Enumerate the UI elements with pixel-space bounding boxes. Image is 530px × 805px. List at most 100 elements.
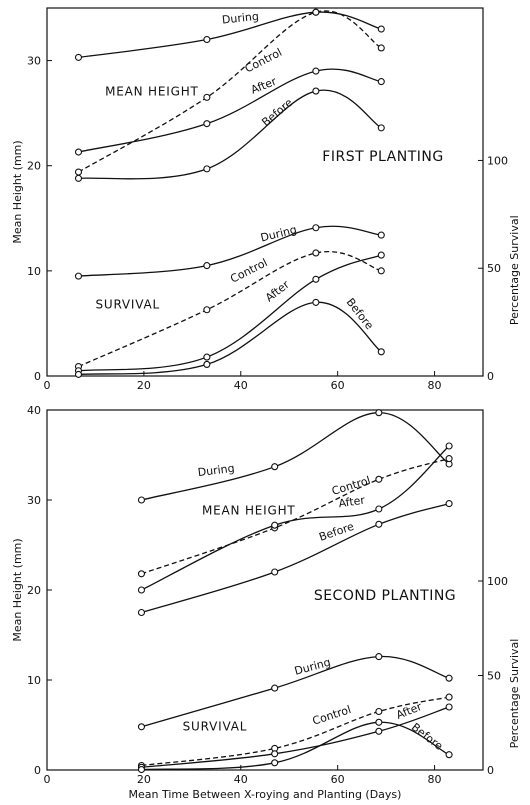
right-tick-label: 50: [487, 670, 501, 683]
data-point: [203, 35, 211, 44]
x-tick-label: 60: [331, 773, 345, 786]
data-point: [377, 348, 385, 356]
data-point: [203, 353, 211, 361]
series-label: Before: [409, 720, 446, 753]
data-point: [74, 370, 83, 378]
data-point: [312, 67, 320, 75]
right-axis-label: Percentage Survival: [508, 639, 521, 749]
series-line: [78, 68, 382, 153]
x-tick-label: 80: [428, 773, 442, 786]
data-point: [74, 168, 83, 176]
series-line: [141, 457, 450, 575]
data-point: [74, 174, 83, 182]
series-line: [141, 721, 450, 771]
series-line: [141, 655, 450, 728]
data-point: [271, 684, 279, 692]
data-point: [74, 53, 83, 61]
x-tick-label: 80: [428, 379, 442, 392]
y-tick-label: 20: [27, 160, 41, 173]
y-tick-label: 10: [27, 674, 41, 687]
series-label: Before: [317, 520, 355, 544]
data-point: [271, 568, 279, 576]
data-point: [74, 272, 83, 280]
data-point: [445, 693, 453, 701]
series-label: Control: [243, 46, 284, 76]
data-point: [203, 120, 211, 128]
data-point: [375, 409, 383, 417]
data-point: [377, 78, 385, 86]
group-label: SURVIVAL: [183, 719, 248, 733]
data-point: [271, 463, 279, 471]
data-point: [137, 608, 146, 617]
series-during-survival: During: [74, 223, 385, 280]
right-tick-label: 50: [487, 262, 501, 275]
data-point: [445, 500, 453, 508]
y-tick-label: 10: [27, 265, 41, 278]
right-tick-label: 0: [487, 370, 494, 383]
x-tick-label: 0: [44, 379, 51, 392]
data-point: [312, 224, 320, 232]
data-point: [445, 442, 453, 450]
series-line: [141, 696, 450, 767]
data-point: [74, 148, 83, 156]
data-point: [271, 750, 279, 758]
group-label: MEAN HEIGHT: [105, 84, 199, 98]
right-tick-label: 0: [487, 764, 494, 777]
panel-title: FIRST PLANTING: [322, 149, 443, 165]
series-line: [78, 225, 382, 277]
x-axis-label: Mean Time Between X-roying and Planting …: [129, 788, 402, 801]
series-line: [78, 301, 382, 376]
y-tick-label: 0: [34, 764, 41, 777]
group-label: MEAN HEIGHT: [202, 503, 296, 517]
data-point: [375, 475, 383, 483]
data-point: [377, 124, 385, 132]
data-point: [375, 653, 383, 661]
data-point: [375, 718, 383, 726]
y-tick-label: 30: [27, 494, 41, 507]
data-point: [377, 25, 385, 33]
y-tick-label: 40: [27, 404, 41, 417]
series-line: [78, 89, 382, 180]
data-point: [445, 455, 453, 463]
data-point: [203, 93, 211, 101]
data-point: [377, 44, 385, 52]
series-label: Control: [228, 256, 269, 286]
panel-title: SECOND PLANTING: [314, 588, 456, 604]
panel-2: 0 20 40 60 80 0 10 20 30 40 0 50 100 Mean Height (mm)…: [11, 404, 521, 801]
data-point: [445, 703, 453, 711]
data-point: [312, 87, 320, 95]
series-label: After: [249, 75, 279, 97]
series-line: [141, 706, 450, 768]
data-point: [445, 674, 453, 682]
data-point: [137, 496, 146, 504]
series-after-survival: After: [74, 251, 385, 375]
data-point: [271, 521, 279, 529]
data-point: [445, 751, 453, 759]
series-label: During: [221, 10, 259, 27]
series-line: [141, 445, 450, 591]
data-point: [377, 251, 385, 259]
series-label: After: [338, 494, 366, 511]
series-label: During: [197, 462, 235, 479]
series-line: [78, 11, 382, 59]
data-point: [137, 570, 146, 578]
data-point: [377, 267, 385, 275]
series-after-mean-height: After: [137, 442, 453, 594]
series-label: Before: [259, 96, 295, 129]
data-point: [312, 275, 320, 283]
series-line: [141, 502, 450, 614]
x-tick-label: 20: [137, 379, 151, 392]
data-point: [203, 262, 211, 270]
data-point: [312, 298, 320, 306]
series-during-mean-height: During: [74, 8, 385, 61]
series-line: [78, 10, 382, 173]
data-point: [203, 360, 211, 368]
x-tick-label: 20: [137, 773, 151, 786]
y-tick-label: 30: [27, 55, 41, 68]
data-point: [312, 8, 320, 16]
series-during-mean-height: During: [137, 409, 453, 504]
x-tick-label: 60: [331, 379, 345, 392]
x-tick-label: 40: [234, 379, 248, 392]
data-point: [375, 707, 383, 716]
